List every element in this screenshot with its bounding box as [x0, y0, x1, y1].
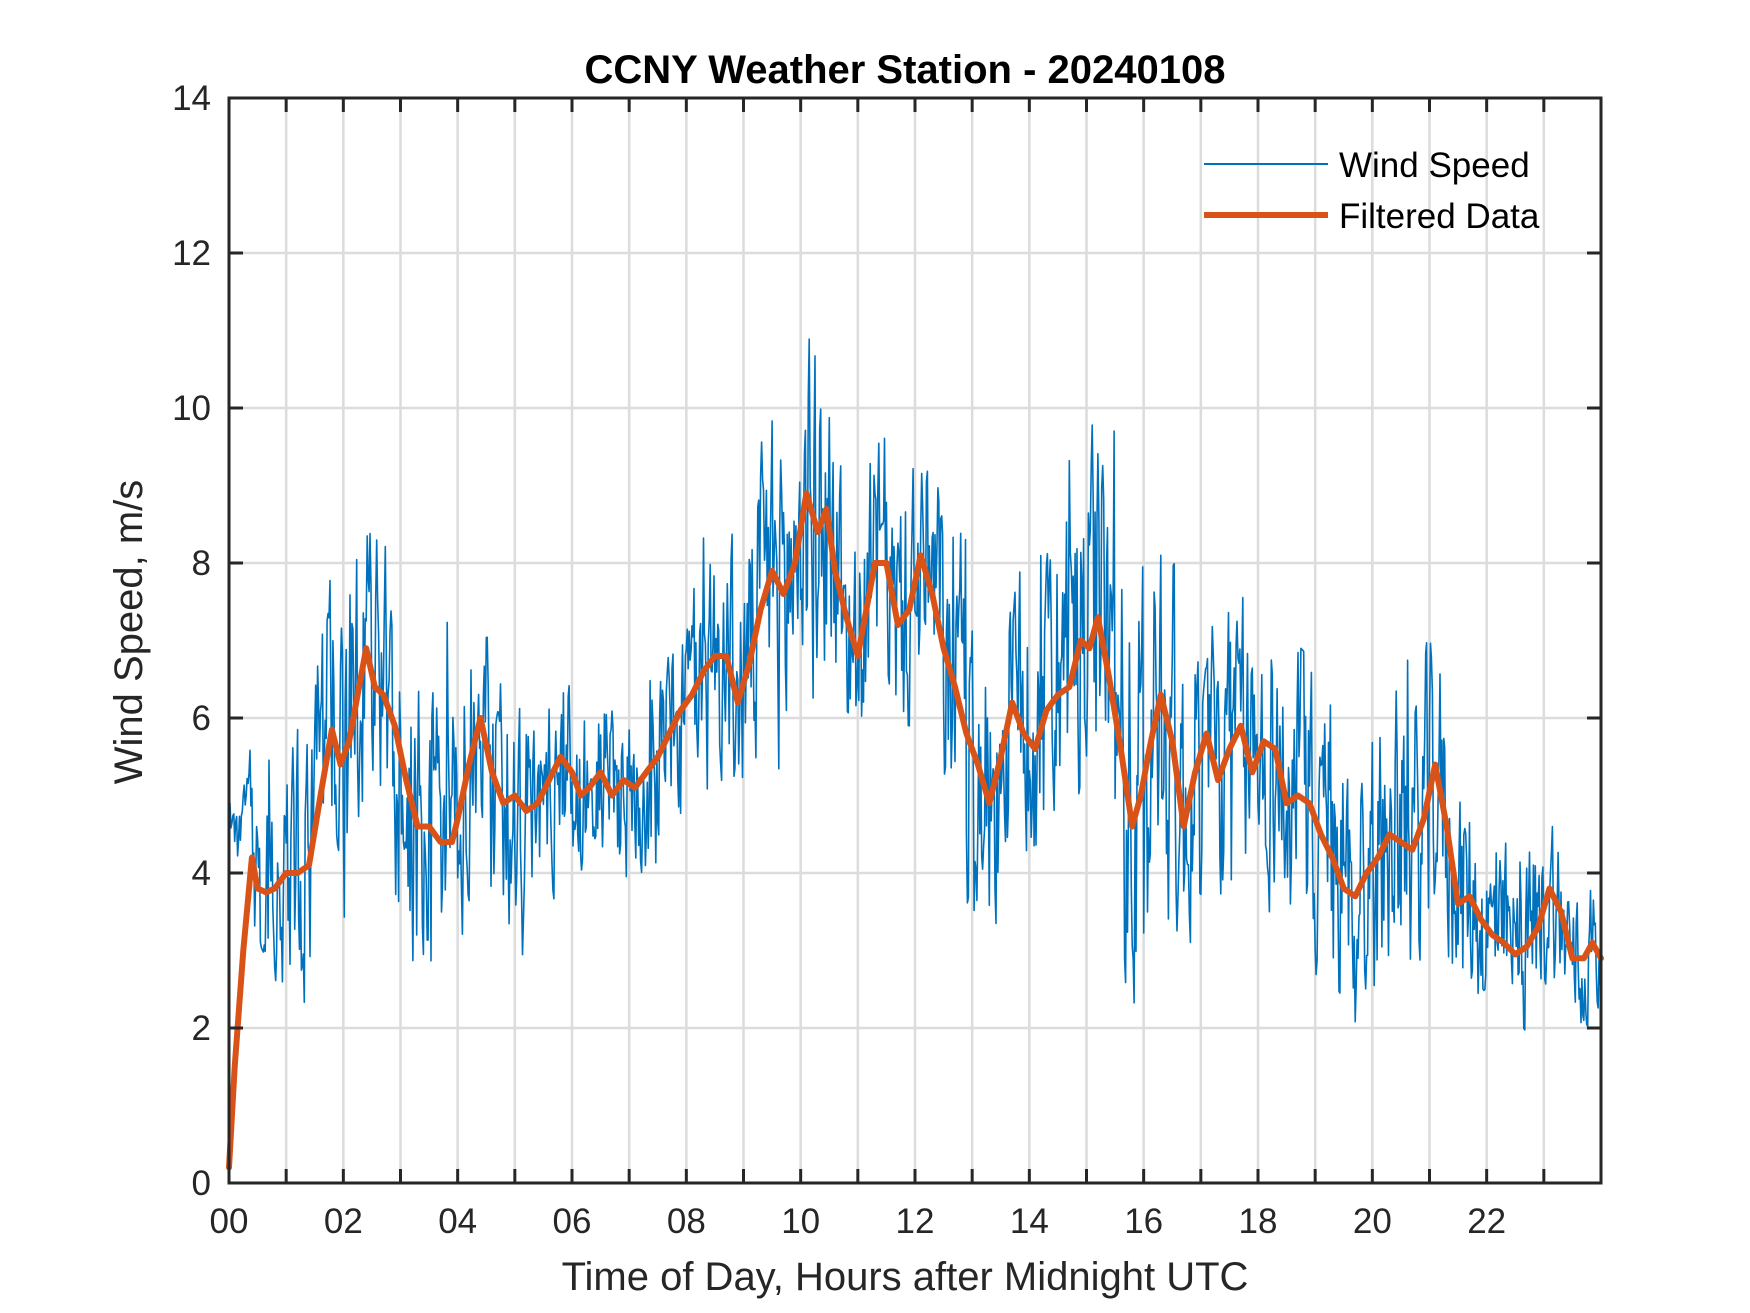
chart-title: CCNY Weather Station - 20240108 [585, 48, 1226, 92]
y-tick-label: 8 [192, 544, 211, 583]
x-tick-label: 20 [1353, 1202, 1392, 1241]
tick-marks [229, 96, 1601, 1185]
x-axis-label: Time of Day, Hours after Midnight UTC [562, 1255, 1249, 1299]
y-tick-label: 12 [172, 234, 211, 273]
y-tick-label: 10 [172, 389, 211, 428]
x-tick-label: 14 [1010, 1202, 1049, 1241]
y-tick-label: 6 [192, 699, 211, 738]
y-tick-label: 4 [192, 854, 211, 893]
x-tick-label: 10 [781, 1202, 820, 1241]
x-tick-label: 02 [324, 1202, 363, 1241]
x-tick-label: 16 [1124, 1202, 1163, 1241]
legend: Wind Speed Filtered Data [1204, 146, 1540, 236]
x-tick-label: 18 [1239, 1202, 1278, 1241]
series-filtered-data-line [226, 490, 1604, 1171]
y-tick-label: 14 [172, 79, 211, 118]
x-tick-label: 00 [210, 1202, 249, 1241]
x-tick-label: 12 [896, 1202, 935, 1241]
x-tick-label: 06 [553, 1202, 592, 1241]
x-tick-label: 22 [1467, 1202, 1506, 1241]
x-tick-labels: 00 02 04 06 08 10 12 14 16 18 20 22 [210, 1202, 1507, 1241]
y-tick-label: 0 [192, 1164, 211, 1203]
y-axis-label: Wind Speed, m/s [107, 480, 151, 785]
series-layer [226, 338, 1604, 1171]
series-wind-speed-line [228, 338, 1602, 1031]
y-tick-label: 2 [192, 1009, 211, 1048]
x-tick-label: 04 [438, 1202, 477, 1241]
x-tick-label: 08 [667, 1202, 706, 1241]
legend-label-filtered-data: Filtered Data [1339, 197, 1540, 236]
legend-label-wind-speed: Wind Speed [1339, 146, 1530, 185]
y-tick-labels: 0 2 4 6 8 10 12 14 [172, 79, 211, 1203]
